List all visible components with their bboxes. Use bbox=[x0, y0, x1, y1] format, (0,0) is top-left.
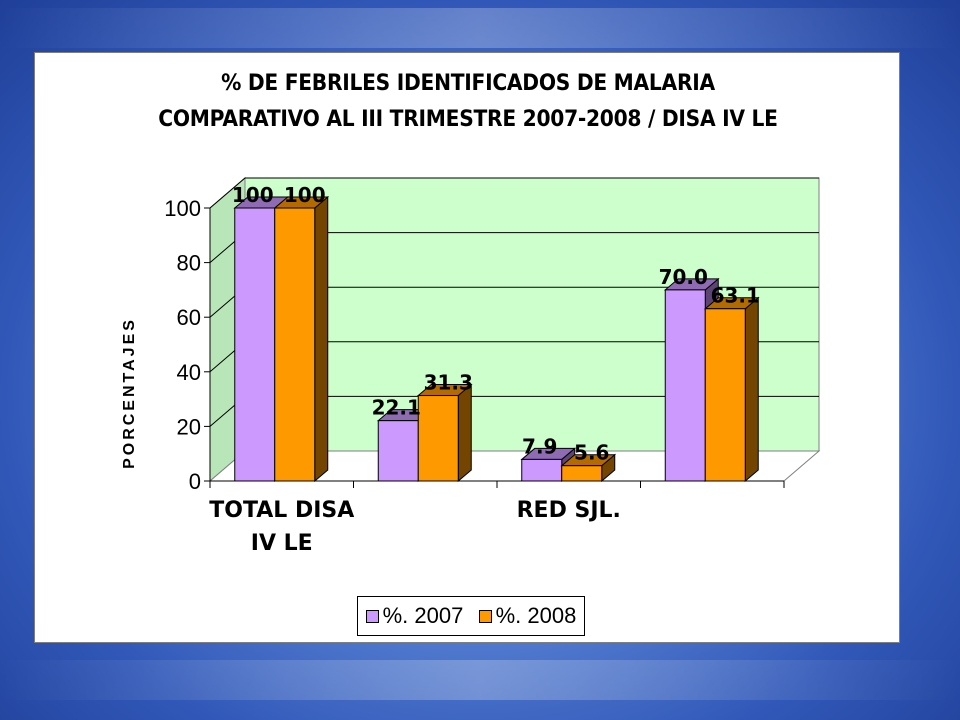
y-tick-label: 40 bbox=[177, 360, 201, 385]
y-tick-label: 0 bbox=[189, 469, 201, 494]
background-streak bbox=[0, 8, 960, 48]
bar-side-face bbox=[314, 195, 329, 483]
bar-2008-3 bbox=[703, 296, 760, 483]
bar-front-face bbox=[704, 308, 746, 482]
data-label-2007-3: 70.0 bbox=[659, 265, 708, 289]
chart-card: % DE FEBRILES IDENTIFICADOS DE MALARIA C… bbox=[34, 52, 900, 643]
data-label-2007-2: 7.9 bbox=[522, 434, 557, 458]
legend-item-2007: %. 2007 bbox=[365, 603, 464, 629]
legend-label-2008: %. 2008 bbox=[495, 603, 577, 628]
y-tick-label: 100 bbox=[164, 196, 201, 221]
legend: %. 2007 %. 2008 bbox=[357, 596, 585, 636]
bar-front-face bbox=[377, 420, 419, 482]
chart-title-line-2: COMPARATIVO AL III TRIMESTRE 2007-2008 /… bbox=[158, 107, 778, 132]
x-tick-label: IV LE bbox=[251, 531, 313, 556]
bar-front-face bbox=[664, 289, 706, 482]
bar-front-face bbox=[234, 207, 276, 482]
data-label-2008-1: 31.3 bbox=[424, 371, 473, 395]
legend-item-2008: %. 2008 bbox=[478, 603, 577, 629]
data-label-2008-3: 63.1 bbox=[711, 284, 760, 308]
data-label-2007-1: 22.1 bbox=[372, 396, 421, 420]
data-label-2008-0: 100 bbox=[284, 183, 326, 207]
data-label-2008-2: 5.6 bbox=[574, 441, 609, 465]
chart-title-line-1: % DE FEBRILES IDENTIFICADOS DE MALARIA bbox=[221, 71, 715, 96]
y-tick-label: 20 bbox=[177, 414, 201, 439]
bar-side-face bbox=[457, 383, 472, 483]
legend-swatch-2008 bbox=[478, 609, 492, 623]
y-tick-label: 80 bbox=[177, 251, 201, 276]
background-streak bbox=[0, 660, 960, 700]
bar-2008-2 bbox=[560, 453, 617, 483]
bar-front-face bbox=[417, 395, 459, 482]
bar-front-face bbox=[561, 465, 603, 482]
bar-chart: 0 20 40 60 80 100 TOTAL DISA IV LE RED SJL. 100 1… bbox=[164, 176, 821, 556]
bar-side-face bbox=[744, 296, 759, 483]
legend-swatch-2007 bbox=[365, 609, 379, 623]
data-label-2007-0: 100 bbox=[232, 183, 274, 207]
y-tick-label: 60 bbox=[177, 305, 201, 330]
bar-2008-1 bbox=[416, 383, 473, 483]
legend-label-2007: %. 2007 bbox=[382, 603, 464, 628]
gridline bbox=[209, 177, 819, 209]
y-axis-label: PORCENTAJES bbox=[121, 317, 138, 469]
bar-front-face bbox=[274, 207, 316, 482]
x-tick-label: RED SJL. bbox=[517, 498, 621, 523]
x-tick-label: TOTAL DISA bbox=[209, 498, 354, 523]
bar-front-face bbox=[521, 458, 563, 482]
bar-2008-0 bbox=[273, 195, 330, 483]
